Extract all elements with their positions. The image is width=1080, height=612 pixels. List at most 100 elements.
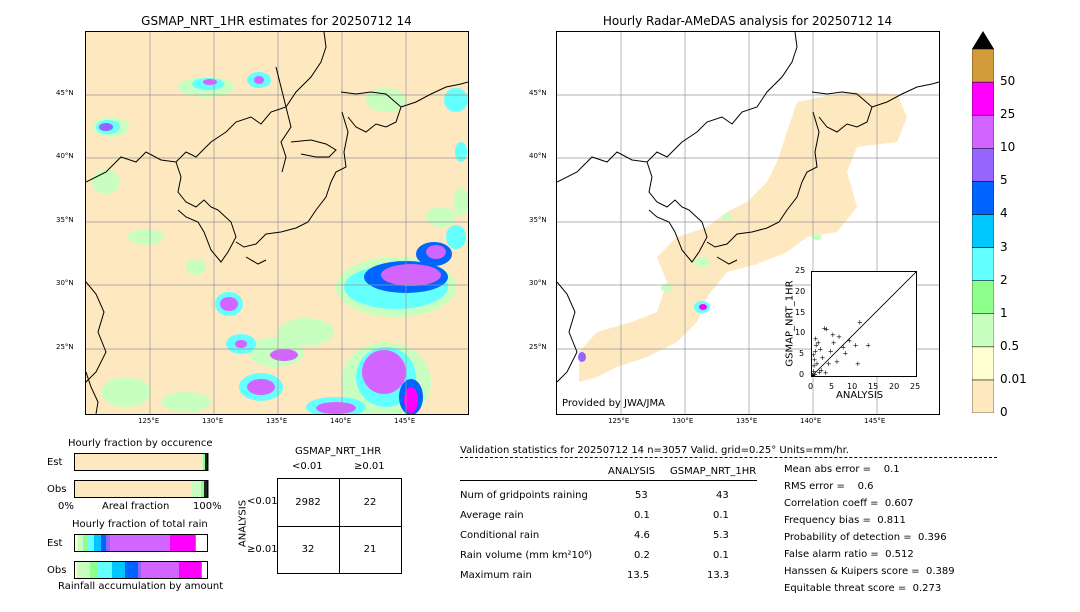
scatter-ytick: 20 (795, 287, 806, 296)
left-lat-tick: 45°N (56, 89, 74, 97)
occurence-xmin: 0% (58, 501, 74, 512)
contingency-title: GSMAP_NRT_1HR (295, 446, 382, 457)
stats-analysis-value: 0.1 (634, 510, 650, 521)
right-lat-tick: 45°N (529, 89, 547, 97)
scatter-point: + (855, 360, 861, 368)
colorbar-label: 1 (1000, 305, 1008, 320)
occurence-row-label: Obs (47, 484, 67, 495)
occurence-row-label: Est (47, 457, 63, 468)
right-lat-tick: 25°N (529, 343, 547, 351)
stats-analysis-value: 13.5 (627, 570, 650, 581)
contingency-cell: 32 (301, 544, 315, 555)
scatter-point: + (812, 348, 818, 356)
contingency-cell: 2982 (295, 497, 321, 508)
validation-divider (460, 457, 997, 458)
right-lat-tick: 35°N (529, 216, 547, 224)
right-lon-tick: 140°E (800, 417, 822, 425)
occurence-xmax: 100% (193, 501, 222, 512)
scatter-point: + (812, 370, 818, 376)
fraction-segment (178, 561, 203, 579)
left-lon-tick: 130°E (202, 417, 224, 425)
scatter-point: + (817, 345, 823, 353)
left-map-title: GSMAP_NRT_1HR estimates for 20250712 14 (141, 14, 412, 28)
left-lat-tick: 35°N (56, 216, 74, 224)
scatter-point: + (812, 371, 816, 376)
contingency-col-header: <0.01 (292, 461, 323, 472)
right-coverage (579, 92, 907, 382)
stats-row-label: Average rain (460, 510, 524, 521)
colorbar-cell (971, 181, 995, 215)
score-line: Correlation coeff = 0.607 (784, 498, 914, 509)
score-line: RMS error = 0.6 (784, 481, 874, 492)
occurence-xlabel: Areal fraction (102, 501, 170, 512)
scatter-ylabel: GSMAP_NRT_1HR (784, 280, 796, 367)
scatter-point: + (830, 331, 836, 339)
scatter-point: + (847, 337, 853, 345)
rain-row-label: Est (47, 538, 63, 549)
occurence-bars (74, 451, 209, 498)
left-map (85, 31, 469, 415)
scatter-xtick: 5 (829, 382, 835, 391)
left-lon-tick: 145°E (394, 417, 416, 425)
stats-gsmap-value: 13.3 (707, 570, 730, 581)
fraction-bar-outline (74, 453, 208, 471)
scatter-point: + (853, 341, 859, 349)
contingency-cell: 22 (363, 497, 377, 508)
rain-fraction-bars (74, 532, 208, 579)
stats-header-rule (460, 480, 757, 481)
stats-col-header: GSMAP_NRT_1HR (670, 466, 757, 477)
colorbar-cell (971, 313, 995, 348)
right-lon-tick: 145°E (864, 417, 886, 425)
scatter-point: + (834, 358, 840, 366)
scatter-ytick: 10 (795, 328, 806, 337)
colorbar-label: 5 (1000, 173, 1008, 188)
right-lat-tick: 40°N (529, 152, 547, 160)
scatter-point: + (817, 368, 823, 376)
scatter-ytick: 15 (795, 308, 806, 317)
scatter-point: + (819, 354, 825, 362)
stats-analysis-value: 0.2 (634, 550, 650, 561)
fraction-bar-outline (74, 534, 208, 552)
stats-gsmap-value: 0.1 (713, 550, 729, 561)
fraction-bar-outline (74, 480, 208, 498)
left-lon-tick: 140°E (330, 417, 352, 425)
score-line: Mean abs error = 0.1 (784, 464, 900, 475)
scatter-point: + (836, 333, 842, 341)
contingency-row-header: ≥0.01 (247, 544, 278, 555)
contingency-row-header: <0.01 (247, 496, 278, 507)
scatter-inset: ++++++++++++++++++++++++++++++++ (811, 271, 917, 377)
colorbar (971, 31, 995, 414)
scatter-xtick: 20 (889, 382, 900, 391)
right-lon-tick: 130°E (672, 417, 694, 425)
scatter-xtick: 25 (910, 382, 921, 391)
fraction-bar-outline (74, 561, 208, 579)
colorbar-label: 50 (1000, 74, 1016, 89)
colorbar-label: 3 (1000, 239, 1008, 254)
contingency-grid: 2982 22 32 21 (277, 478, 402, 574)
colorbar-cell (971, 114, 995, 149)
colorbar-cell (971, 280, 995, 314)
left-rain-patches (92, 72, 468, 414)
scatter-point: + (815, 339, 821, 347)
rain-fraction-title: Hourly fraction of total rain (72, 519, 208, 530)
scatter-xtick: 0 (808, 382, 814, 391)
colorbar-label: 0 (1000, 405, 1008, 419)
right-coastlines (557, 32, 939, 383)
colorbar-label: 0.5 (1000, 338, 1020, 353)
scatter-point: + (813, 335, 819, 343)
occurence-title: Hourly fraction by occurence (68, 438, 213, 449)
stats-analysis-value: 53 (635, 490, 648, 501)
colorbar-label: 2 (1000, 272, 1008, 287)
colorbar-cell (971, 346, 995, 381)
scatter-point: + (812, 368, 817, 376)
score-line: Hanssen & Kuipers score = 0.389 (784, 566, 955, 577)
scatter-point: + (818, 366, 824, 374)
left-coastlines (86, 32, 468, 414)
stats-row-label: Conditional rain (460, 530, 540, 541)
right-gridlines (557, 32, 939, 414)
scatter-point: + (828, 348, 834, 356)
right-map-title: Hourly Radar-AMeDAS analysis for 2025071… (602, 14, 893, 28)
scatter-point: + (812, 362, 817, 370)
scatter-point: + (824, 325, 830, 333)
score-line: Equitable threat score = 0.273 (784, 583, 942, 594)
